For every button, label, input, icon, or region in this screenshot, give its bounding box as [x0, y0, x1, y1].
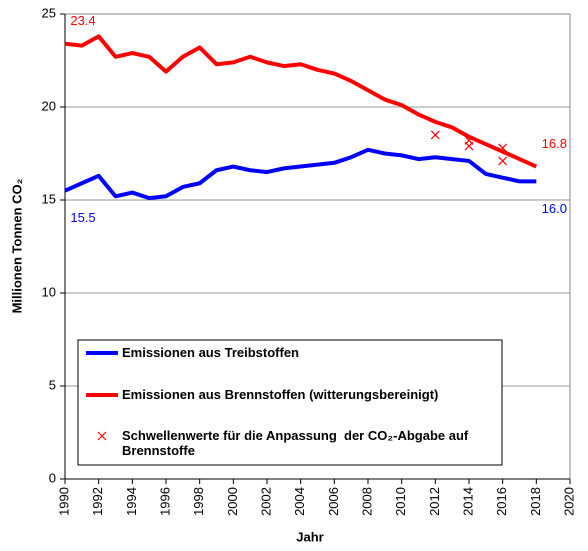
x-tick-label: 2010 — [393, 487, 408, 516]
y-tick-label: 15 — [42, 191, 56, 206]
legend-entry: Emissionen aus Treibstoffen — [122, 345, 299, 360]
legend-entry: Schwellenwerte für die Anpassung der CO₂… — [122, 428, 472, 458]
data-label: 16.8 — [542, 136, 567, 151]
marker — [430, 130, 440, 140]
x-tick-label: 2000 — [225, 487, 240, 516]
legend-box — [77, 339, 503, 466]
line — [64, 147, 537, 201]
x-tick-label: 2008 — [359, 487, 374, 516]
x-tick-label: 2014 — [460, 487, 475, 516]
y-tick-label: 20 — [42, 98, 56, 113]
legend-label: Emissionen aus Brennstoffen (witterungsb… — [122, 387, 439, 402]
marker — [498, 143, 508, 153]
x-tick-label: 2018 — [528, 487, 543, 516]
y-tick-label: 5 — [49, 377, 56, 392]
x-tick-label: 2020 — [561, 487, 576, 516]
y-axis-title: Millionen Tonnen CO₂ — [9, 178, 24, 313]
legend-label: Emissionen aus Treibstoffen — [122, 345, 299, 360]
x-tick-label: 2002 — [258, 487, 273, 516]
x-tick-label: 1992 — [90, 487, 105, 516]
legend-entry: Emissionen aus Brennstoffen (witterungsb… — [122, 387, 439, 402]
x-axis-title: Jahr — [296, 529, 323, 544]
x-tick-label: 2016 — [494, 487, 509, 516]
x-tick-label: 2004 — [292, 487, 307, 516]
legend-label: Schwellenwerte für die Anpassung der CO₂… — [122, 428, 472, 458]
x-tick-label: 2012 — [427, 487, 442, 516]
data-label: 16.0 — [542, 201, 567, 216]
x-tick-label: 1996 — [157, 487, 172, 516]
x-tick-label: 1998 — [191, 487, 206, 516]
x-tick-label: 1994 — [124, 487, 139, 516]
x-tick-label: 1990 — [56, 487, 71, 516]
data-label: 23.4 — [70, 13, 95, 28]
y-tick-label: 25 — [42, 5, 56, 20]
x-tick-label: 2006 — [326, 487, 341, 516]
marker — [464, 141, 474, 151]
legend-swatch — [97, 431, 107, 441]
data-label: 15.5 — [70, 210, 95, 225]
line — [64, 34, 538, 169]
marker — [498, 156, 508, 166]
y-tick-label: 0 — [49, 470, 56, 485]
y-tick-label: 10 — [42, 284, 56, 299]
